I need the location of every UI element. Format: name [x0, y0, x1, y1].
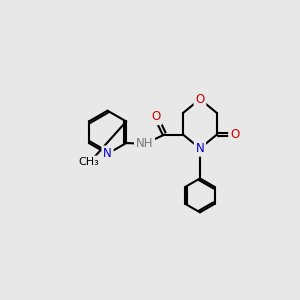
Text: O: O — [195, 93, 205, 106]
Text: N: N — [196, 142, 204, 155]
Text: NH: NH — [136, 137, 153, 150]
Text: CH₃: CH₃ — [79, 157, 99, 167]
Text: O: O — [230, 128, 239, 141]
Text: O: O — [152, 110, 161, 123]
Text: N: N — [103, 147, 112, 160]
